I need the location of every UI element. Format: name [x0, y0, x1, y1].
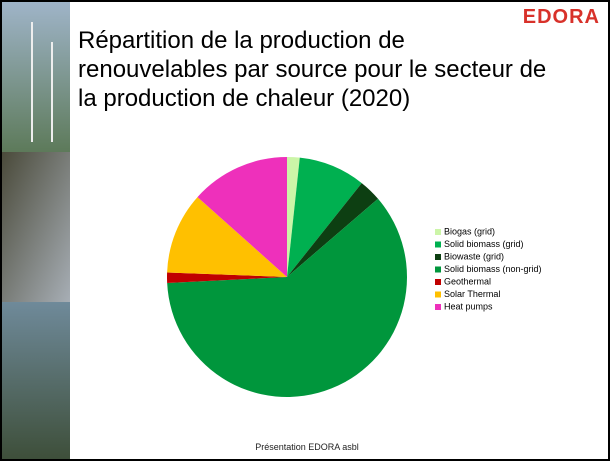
slide-title: Répartition de la production de renouvela…	[78, 26, 546, 113]
pie-slice	[167, 198, 407, 397]
photo-strip	[2, 2, 70, 459]
title-line: la production de chaleur (2020)	[78, 85, 411, 112]
pie-slice	[287, 157, 362, 277]
title-line: Répartition de la production de	[78, 27, 405, 54]
footer: Présentation EDORA asbl	[255, 442, 359, 452]
legend-label: Solid biomass (non-grid)	[444, 264, 542, 274]
pie-slice	[167, 197, 287, 277]
logo: EDORA	[522, 6, 600, 28]
title-line: renouvelables par source pour le secteur…	[78, 56, 547, 83]
legend-label: Solar Thermal	[444, 289, 500, 299]
legend-swatch	[435, 304, 441, 310]
legend-swatch	[435, 266, 441, 273]
legend-label: Biogas (grid)	[444, 226, 495, 236]
legend-swatch	[435, 229, 441, 235]
legend-label: Geothermal	[444, 276, 491, 286]
legend-swatch	[435, 291, 441, 298]
pie-slice	[167, 272, 287, 284]
legend-label: Biowaste (grid)	[444, 251, 504, 261]
legend-label: Heat pumps	[444, 301, 493, 311]
pie-slice	[287, 183, 379, 277]
pie-slice	[287, 157, 300, 277]
legend-swatch	[435, 254, 441, 260]
pie-slice	[197, 157, 287, 277]
legend-swatch	[435, 279, 441, 285]
legend-label: Solid biomass (grid)	[444, 239, 524, 249]
legend-swatch	[435, 241, 441, 248]
